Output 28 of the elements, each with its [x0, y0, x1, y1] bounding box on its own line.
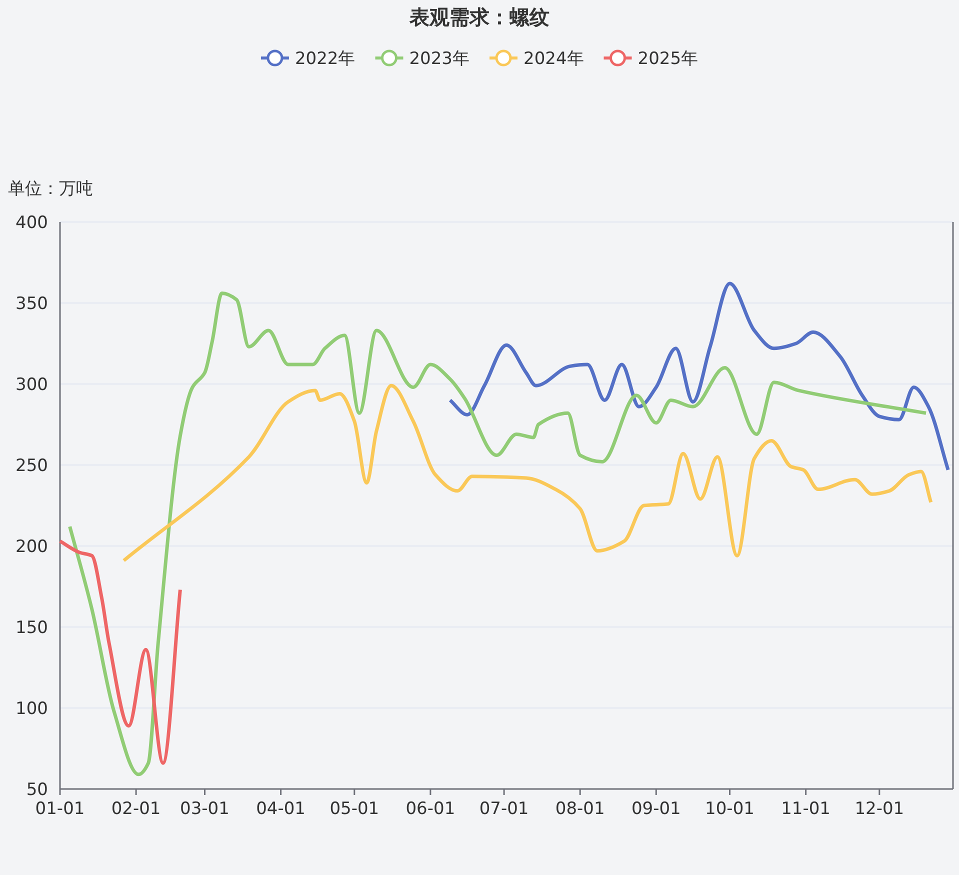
x-tick-label: 01-01	[35, 799, 85, 819]
legend-label: 2023年	[409, 49, 470, 69]
x-tick-label: 06-01	[406, 799, 456, 819]
line-series	[58, 539, 182, 765]
y-tick-label: 100	[16, 699, 48, 719]
x-tick-label: 07-01	[479, 799, 529, 819]
y-tick-label: 300	[16, 375, 48, 395]
y-tick-label: 400	[16, 213, 48, 233]
x-tick-label: 08-01	[555, 799, 605, 819]
x-tick-label: 11-01	[781, 799, 831, 819]
legend-label: 2024年	[524, 49, 584, 69]
x-tick-label: 10-01	[705, 799, 754, 819]
x-tick-label: 04-01	[256, 799, 306, 819]
legend-label: 2022年	[294, 49, 356, 69]
y-tick-label: 200	[16, 537, 48, 557]
y-axis-title: 单位：万吨	[8, 179, 93, 199]
x-tick-label: 03-01	[180, 799, 230, 819]
x-tick-label: 02-01	[111, 799, 161, 819]
x-tick-label: 05-01	[330, 799, 380, 819]
x-tick-label: 09-01	[631, 799, 681, 819]
y-tick-label: 50	[26, 780, 48, 800]
legend-label: 2025年	[638, 49, 698, 69]
y-tick-label: 250	[16, 456, 48, 476]
x-tick-label: 12-01	[854, 799, 904, 819]
line-series	[448, 282, 950, 472]
y-tick-label: 350	[16, 294, 48, 314]
y-tick-label: 150	[16, 618, 48, 638]
chart-title: 表观需求：螺纹	[408, 5, 550, 29]
